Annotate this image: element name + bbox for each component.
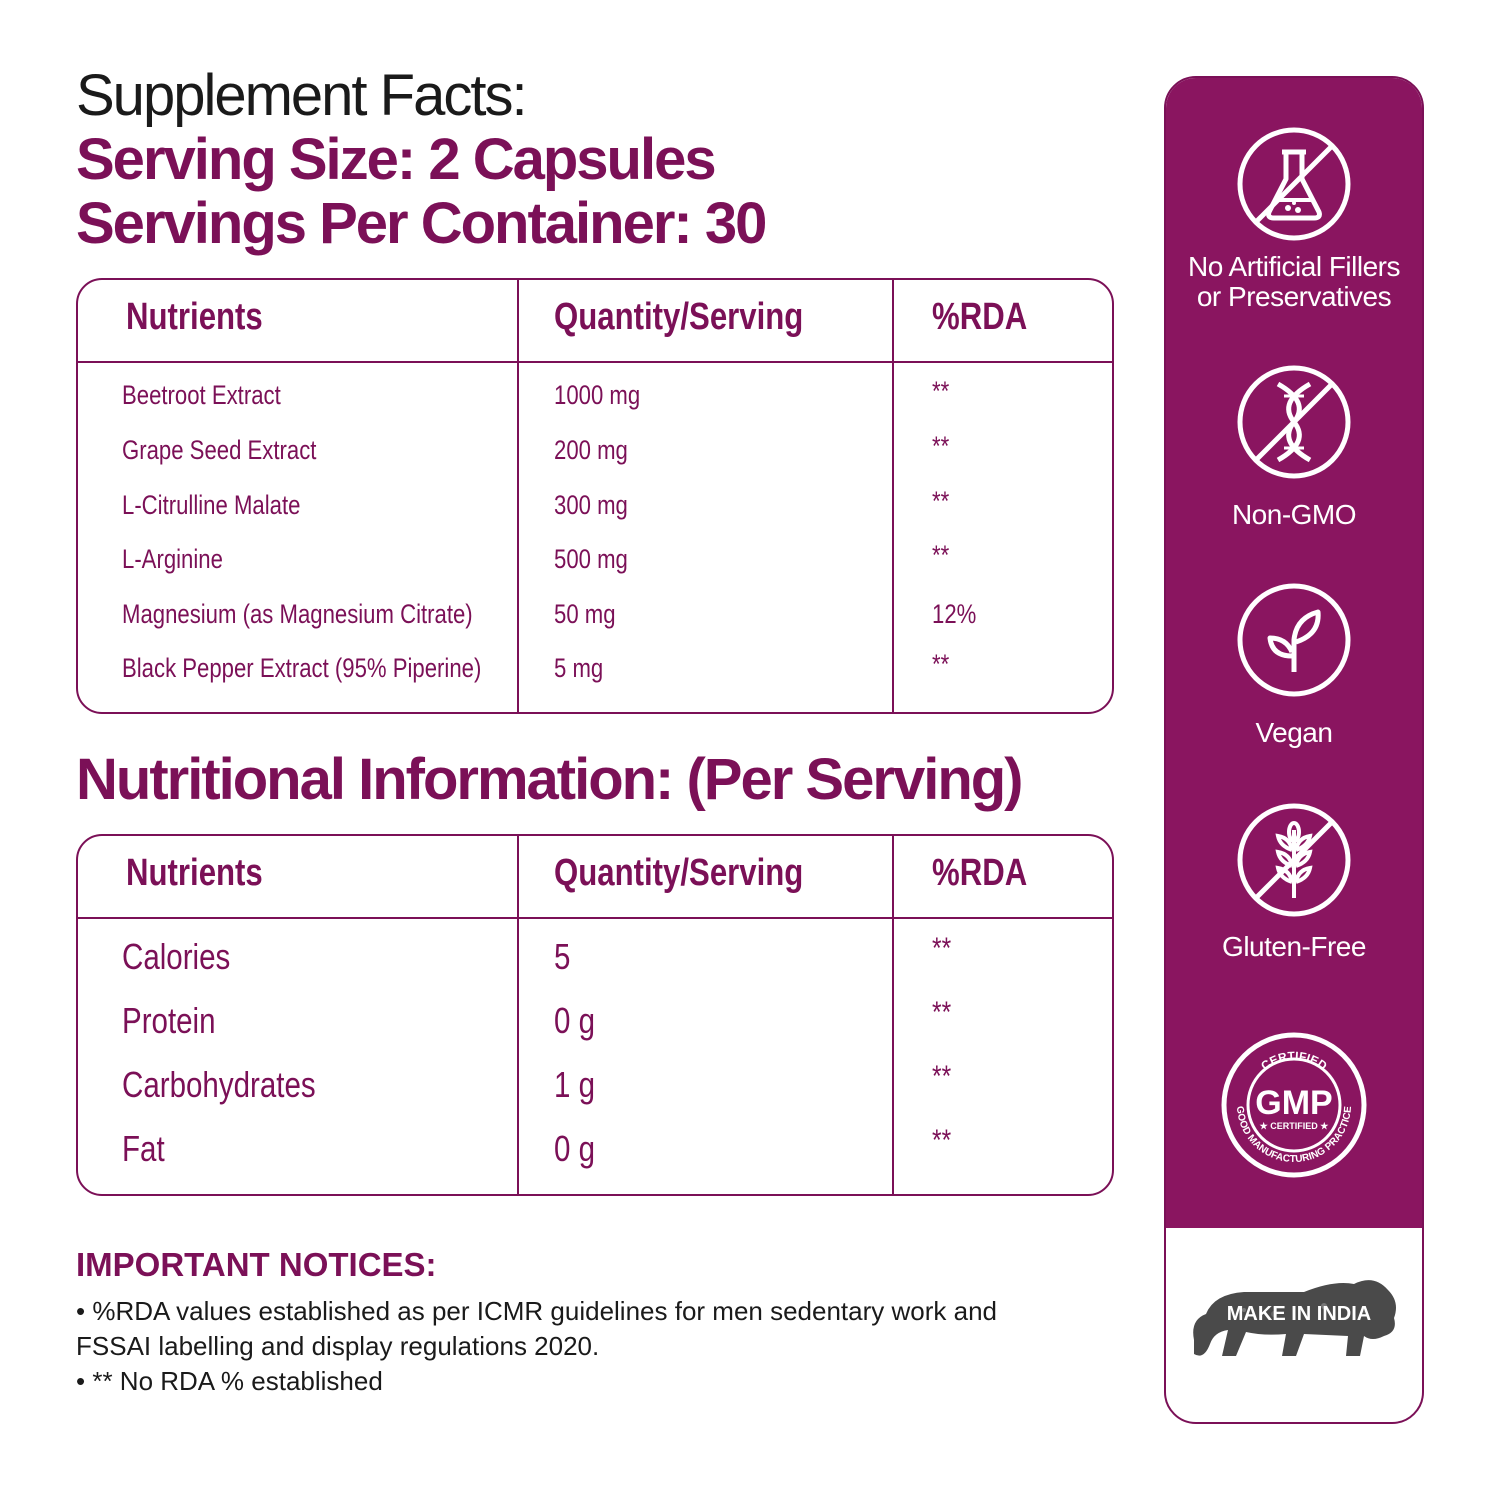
badge-label: Gluten-Free [1222,931,1366,962]
non-gmo-icon [1237,365,1351,479]
table-row-nutrient: Fat [122,1128,165,1169]
table-row-rda: ** [932,1124,952,1157]
table-row-quantity: 0 g [554,1000,596,1041]
table-row-quantity: 1 g [554,1064,596,1105]
column-header-quantity: Quantity/Serving [554,296,804,338]
table-row-rda: ** [932,540,950,570]
servings-per-container: Servings Per Container: 30 [76,191,767,256]
table-row-rda: 12% [932,599,977,629]
badge-no-artificial-fillers: No Artificial Fillers or Preservatives [1166,124,1422,312]
notice-line: • ** No RDA % established [76,1366,383,1396]
table-row-nutrient: Magnesium (as Magnesium Citrate) [122,599,473,629]
table-row-nutrient: Beetroot Extract [122,380,281,410]
badge-gluten-free: Gluten-Free [1166,800,1422,962]
seal-text-main: GMP [1255,1084,1332,1122]
nutritional-information-table: Nutrients Quantity/Serving %RDA Calories… [76,834,1114,1196]
nutritional-information-title: Nutritional Information: (Per Serving) [76,747,1023,812]
important-notices-heading: IMPORTANT NOTICES: [76,1246,437,1283]
column-header-rda: %RDA [932,852,1028,894]
table-row-rda: ** [932,1060,952,1093]
notice-line: FSSAI labelling and display regulations … [76,1331,600,1361]
table-row-rda: ** [932,649,950,679]
badge-label: Non-GMO [1231,499,1357,530]
column-header-quantity: Quantity/Serving [554,852,804,894]
table-row-quantity: 500 mg [554,544,628,574]
table-row-nutrient: Carbohydrates [122,1064,316,1105]
table-row-quantity: 0 g [554,1128,596,1169]
certification-panel: No Artificial Fillers or Preservatives N… [1164,76,1424,1424]
column-header-nutrients: Nutrients [126,296,263,338]
gluten-free-icon [1237,803,1351,917]
notice-line: • %RDA values established as per ICMR gu… [76,1296,997,1326]
table-row-nutrient: Calories [122,936,231,977]
column-header-nutrients: Nutrients [126,852,263,894]
badge-gmp-certified: CERTIFIED GMP ★ CERTIFIED ★ GOOD MANUFAC… [1166,1030,1422,1180]
badge-make-in-india: MAKE IN INDIA [1166,1270,1422,1370]
supplement-facts-title: Supplement Facts: [76,63,528,128]
badge-non-gmo: Non-GMO [1166,362,1422,530]
table-row-nutrient: Black Pepper Extract (95% Piperine) [122,653,482,683]
make-in-india-text: MAKE IN INDIA [1227,1303,1371,1325]
badge-label: Vegan [1255,717,1333,748]
seal-text-top: CERTIFIED [1258,1049,1329,1073]
badge-label: No Artificial Fillers [1188,251,1400,282]
badge-vegan: Vegan [1166,580,1422,748]
table-row-nutrient: L-Arginine [122,544,223,574]
table-row-rda: ** [932,486,950,516]
table-row-quantity: 1000 mg [554,380,641,410]
table-row-nutrient: Grape Seed Extract [122,435,317,465]
table-row-nutrient: Protein [122,1000,216,1041]
table-row-nutrient: L-Citrulline Malate [122,490,301,520]
table-row-rda: ** [932,932,952,965]
serving-size: Serving Size: 2 Capsules [76,127,717,192]
column-header-rda: %RDA [932,296,1028,338]
table-row-quantity: 300 mg [554,490,628,520]
badge-label: or Preservatives [1196,281,1392,312]
table-row-rda: ** [932,376,950,406]
svg-text:CERTIFIED: CERTIFIED [1258,1049,1329,1073]
table-row-rda: ** [932,996,952,1029]
seal-text-sub: ★ CERTIFIED ★ [1260,1121,1330,1131]
supplement-facts-table: Nutrients Quantity/Serving %RDA Beetroot… [76,278,1114,714]
table-row-rda: ** [932,431,950,461]
table-row-quantity: 200 mg [554,435,628,465]
make-in-india-lion-icon: MAKE IN INDIA [1193,1280,1396,1356]
table-row-quantity: 5 mg [554,653,604,683]
table-row-quantity: 50 mg [554,599,616,629]
gmp-certified-seal-icon: CERTIFIED GMP ★ CERTIFIED ★ GOOD MANUFAC… [1221,1032,1367,1178]
vegan-leaf-icon [1237,583,1351,697]
table-row-quantity: 5 [554,936,571,977]
no-chemicals-icon [1237,127,1351,241]
